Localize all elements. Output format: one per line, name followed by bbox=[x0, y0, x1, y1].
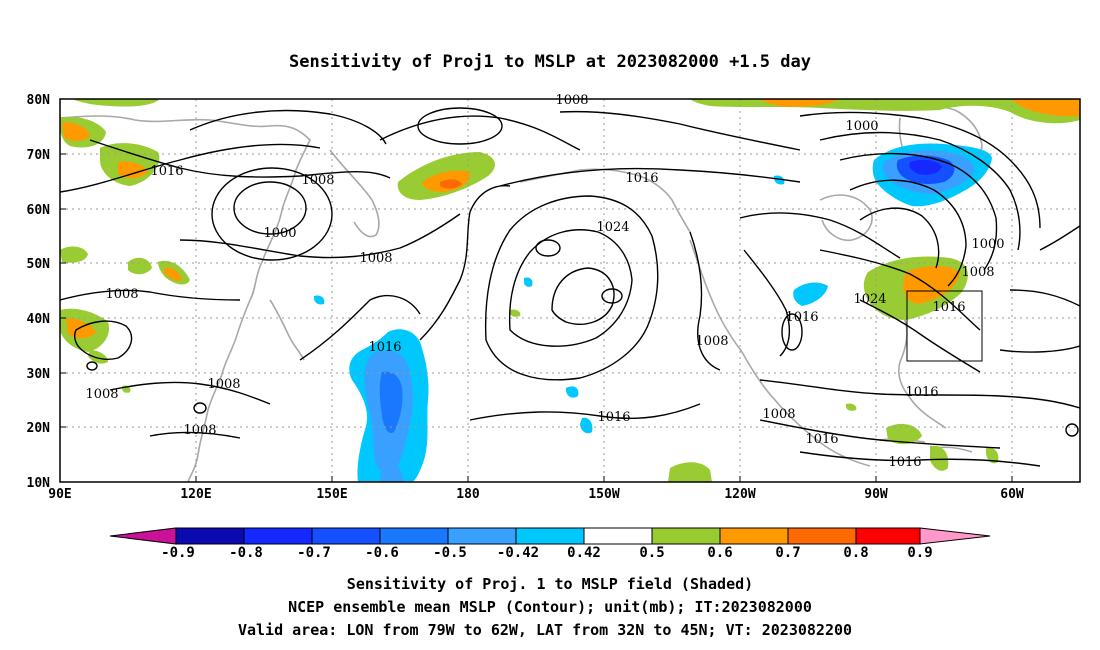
contour-label: 1008 bbox=[762, 407, 795, 422]
colorbar: -0.9 -0.8 -0.7 -0.6 -0.5 -0.42 0.42 0.5 … bbox=[109, 527, 991, 561]
lat-label: 60N bbox=[27, 203, 51, 218]
contour-labels: 1008 1000 1016 1008 1000 1008 1016 1024 … bbox=[85, 93, 1004, 470]
contour-label: 1000 bbox=[971, 237, 1004, 252]
lon-label: 150W bbox=[588, 487, 619, 502]
coastline-hudson bbox=[819, 194, 873, 242]
colorbar-label: -0.6 bbox=[365, 545, 399, 561]
lat-label: 80N bbox=[27, 93, 51, 108]
longitude-axis: 90E 120E 150E 180 150W 120W 90W 60W bbox=[48, 487, 1024, 502]
coastline-asia bbox=[60, 115, 311, 482]
contour-label: 1016 bbox=[597, 410, 630, 425]
colorbar-segment bbox=[583, 527, 653, 545]
contour-label: 1000 bbox=[845, 119, 878, 134]
colorbar-label: -0.5 bbox=[433, 545, 467, 561]
lon-label: 90E bbox=[48, 487, 71, 502]
contour-label: 1016 bbox=[905, 385, 938, 400]
colorbar-segment bbox=[787, 527, 857, 545]
contour-label: 1008 bbox=[555, 93, 588, 108]
lat-label: 30N bbox=[27, 367, 51, 382]
contour-label: 1016 bbox=[805, 432, 838, 447]
colorbar-low-end bbox=[109, 527, 177, 545]
lon-label: 180 bbox=[456, 487, 480, 502]
colorbar-label: 0.9 bbox=[907, 545, 932, 561]
lon-label: 150E bbox=[316, 487, 347, 502]
graticule bbox=[60, 99, 1080, 482]
coastline-kamchatka bbox=[329, 149, 380, 238]
colorbar-segment bbox=[651, 527, 721, 545]
mslp-contours bbox=[60, 107, 1080, 467]
lat-label: 20N bbox=[27, 421, 51, 436]
colorbar-label: -0.8 bbox=[229, 545, 263, 561]
contour-label: 1008 bbox=[961, 265, 994, 280]
colorbar-segment bbox=[311, 527, 381, 545]
colorbar-high-end bbox=[919, 527, 991, 545]
contour-label: 1008 bbox=[105, 287, 138, 302]
contour-label: 1016 bbox=[150, 164, 183, 179]
colorbar-label: 0.6 bbox=[707, 545, 732, 561]
valid-area-box bbox=[906, 290, 983, 362]
contour-label: 1016 bbox=[888, 455, 921, 470]
colorbar-segment bbox=[719, 527, 789, 545]
contour-label: 1008 bbox=[183, 423, 216, 438]
contour-label: 1016 bbox=[932, 300, 965, 315]
contour-label: 1008 bbox=[695, 334, 728, 349]
colorbar-label: 0.7 bbox=[775, 545, 800, 561]
sensitivity-positive-shading bbox=[60, 99, 1080, 482]
colorbar-segment bbox=[175, 527, 245, 545]
colorbar-label: 0.8 bbox=[843, 545, 868, 561]
colorbar-segment bbox=[515, 527, 585, 545]
colorbar-segment bbox=[379, 527, 449, 545]
contour-label: 1008 bbox=[207, 377, 240, 392]
caption-line-1: Sensitivity of Proj. 1 to MSLP field (Sh… bbox=[347, 575, 753, 593]
lon-label: 60W bbox=[1000, 487, 1024, 502]
caption-line-2: NCEP ensemble mean MSLP (Contour); unit(… bbox=[288, 598, 812, 616]
colorbar-label: -0.7 bbox=[297, 545, 331, 561]
colorbar-segment bbox=[855, 527, 921, 545]
contour-label: 1016 bbox=[625, 171, 658, 186]
contour-label: 1016 bbox=[785, 310, 818, 325]
latitude-axis: 80N 70N 60N 50N 40N 30N 20N 10N bbox=[27, 93, 51, 491]
lat-label: 50N bbox=[27, 257, 51, 272]
contour-label: 1024 bbox=[853, 292, 886, 307]
caption-line-3: Valid area: LON from 79W to 62W, LAT fro… bbox=[238, 621, 852, 639]
colorbar-label: -0.9 bbox=[161, 545, 195, 561]
map-panel: 1008 1000 1016 1008 1000 1008 1016 1024 … bbox=[27, 93, 1081, 502]
sensitivity-negative-shading bbox=[314, 143, 992, 482]
lat-label: 70N bbox=[27, 148, 51, 163]
contour-label: 1008 bbox=[85, 387, 118, 402]
coastline-japan bbox=[269, 299, 305, 361]
contour-label: 1016 bbox=[368, 340, 401, 355]
lon-label: 120W bbox=[724, 487, 755, 502]
colorbar-segment bbox=[243, 527, 313, 545]
coastline-north-america-west bbox=[689, 239, 871, 467]
lon-label: 90W bbox=[864, 487, 888, 502]
colorbar-label: 0.5 bbox=[639, 545, 664, 561]
lat-label: 10N bbox=[27, 476, 51, 491]
contour-label: 1024 bbox=[596, 220, 629, 235]
contour-label: 1008 bbox=[301, 173, 334, 188]
coastlines bbox=[60, 104, 983, 482]
contour-label: 1008 bbox=[359, 251, 392, 266]
lat-label: 40N bbox=[27, 312, 51, 327]
colorbar-segment bbox=[447, 527, 517, 545]
tick-marks bbox=[60, 98, 1013, 483]
map-border bbox=[59, 98, 1081, 483]
colorbar-label: -0.42 bbox=[497, 545, 539, 561]
colorbar-label: 0.42 bbox=[567, 545, 601, 561]
lon-label: 120E bbox=[180, 487, 211, 502]
figure-caption: Sensitivity of Proj. 1 to MSLP field (Sh… bbox=[238, 575, 852, 639]
contour-label: 1000 bbox=[263, 226, 296, 241]
figure-title: Sensitivity of Proj1 to MSLP at 20230820… bbox=[289, 52, 811, 72]
